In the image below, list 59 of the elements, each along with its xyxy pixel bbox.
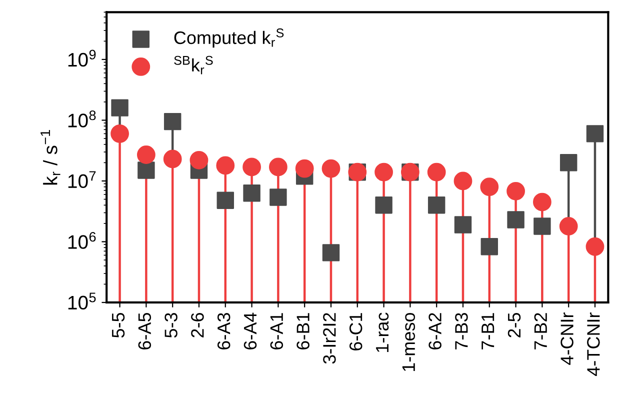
x-tick-label: 2-6 [191,312,204,338]
point [374,162,393,182]
x-tick-label: 6-A5 [138,312,152,350]
point [586,237,604,256]
x-tick-label: 7-B1 [482,313,494,350]
point [375,196,392,214]
point [586,125,604,142]
legend-label: $^{SB}$k$_{r}$$^{S}$ [174,56,213,74]
point [532,192,552,212]
x-tick-label: 1-meso [402,312,416,372]
point [111,99,128,116]
y-axis-title: k$_{r}$ / s$^{−1}$ [40,130,60,185]
x-tick-label: 3-Ir2I2 [323,313,336,364]
y-tick-label: 10$^{6}$ [68,232,96,249]
point [164,112,182,130]
point [295,159,314,178]
legend-label: Computed k$_{r}$$^{S}$ [174,28,284,48]
point [454,216,472,234]
point [110,124,129,143]
point [559,217,578,236]
x-tick-label: 4-TCNIr [587,312,600,376]
point [534,218,551,235]
point [270,188,287,206]
point [480,238,498,256]
x-tick-label: 6-B1 [296,313,310,350]
point [138,162,155,179]
point [480,178,499,196]
point [427,162,446,182]
x-tick-label: 2-5 [508,312,521,338]
y-tick-label: 10$^{9}$ [68,50,96,67]
x-tick-label: 6-A2 [428,313,442,350]
point [322,244,340,262]
point [506,182,525,200]
point [242,158,261,176]
x-tick-label: 6-A4 [244,312,257,350]
x-tick-label: 6-A1 [270,313,284,350]
point [322,159,340,178]
point [243,184,260,202]
x-tick-label: 7-B3 [455,312,468,350]
point [454,172,472,190]
point [216,192,234,209]
y-tick-label: 10$^{7}$ [68,171,96,188]
point [216,156,235,175]
point [136,146,156,164]
x-tick-label: 1-rac [376,312,389,352]
y-tick-label: 10$^{8}$ [68,110,96,128]
point [268,158,288,176]
x-tick-label: 6-C1 [349,313,362,350]
point [428,196,446,214]
y-tick-label: 10$^{5}$ [68,292,96,310]
point [163,150,182,168]
x-tick-label: 5-5 [112,312,125,338]
x-tick-label: 5-3 [164,312,178,338]
point [190,150,208,170]
x-tick-label: 7-B2 [534,313,547,350]
point [507,211,524,228]
point [560,154,578,172]
x-tick-label: 4-CNIr [560,312,574,365]
x-tick-label: 6-A3 [217,312,230,350]
